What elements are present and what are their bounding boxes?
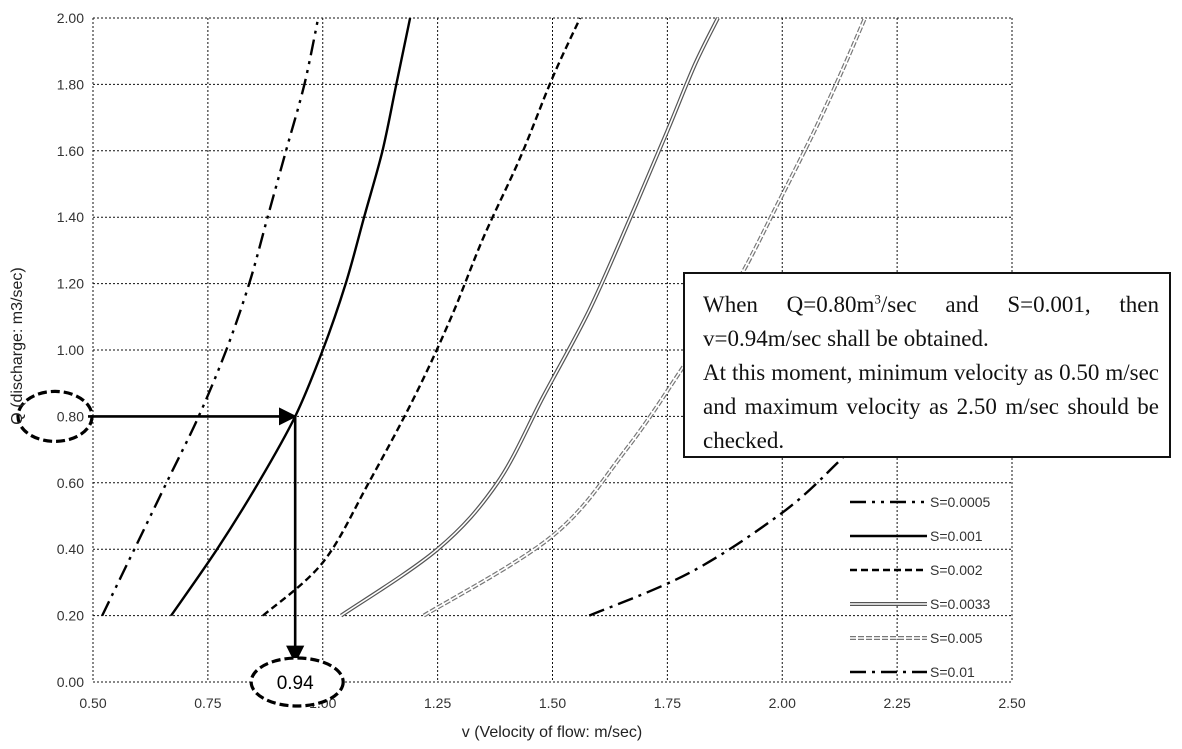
series-line-inner bbox=[341, 18, 718, 616]
x-tick-label: 1.25 bbox=[424, 695, 451, 711]
legend-label: S=0.001 bbox=[930, 528, 983, 544]
y-tick-label: 0.40 bbox=[57, 541, 84, 557]
legend: S=0.0005 S=0.001 S=0.002 S=0.0033 S=0.005 S=0… bbox=[850, 494, 991, 680]
y-tick-label: 0.00 bbox=[57, 674, 84, 690]
y-axis-label: Q (discharge: m3/sec) bbox=[9, 267, 26, 424]
series-S=0.0005 bbox=[102, 18, 318, 616]
x-tick-label: 0.75 bbox=[194, 695, 221, 711]
legend-label: S=0.002 bbox=[930, 562, 983, 578]
note-line-1: When Q=0.80m3/sec and S=0.001, then v=0.… bbox=[703, 288, 1159, 356]
legend-item: S=0.005 bbox=[850, 630, 983, 646]
y-tick-label: 0.80 bbox=[57, 408, 84, 424]
y-tick-label: 1.40 bbox=[57, 209, 84, 225]
velocity-callout-label: 0.94 bbox=[277, 673, 314, 694]
y-tick-label: 0.20 bbox=[57, 608, 84, 624]
x-tick-label: 2.00 bbox=[769, 695, 796, 711]
legend-label: S=0.005 bbox=[930, 630, 983, 646]
y-tick-label: 1.60 bbox=[57, 143, 84, 159]
series-S=0.0033 bbox=[341, 18, 718, 616]
x-axis-label: v (Velocity of flow: m/sec) bbox=[462, 724, 643, 741]
series-line bbox=[263, 18, 580, 616]
x-tick-label: 0.50 bbox=[79, 695, 106, 711]
note-line-1-start: When Q=0.80m bbox=[703, 292, 874, 317]
y-tick-label: 2.00 bbox=[57, 10, 84, 26]
legend-item: S=0.01 bbox=[850, 664, 975, 680]
legend-label: S=0.01 bbox=[930, 664, 975, 680]
y-tick-label: 1.80 bbox=[57, 76, 84, 92]
series-line-outer bbox=[341, 18, 718, 616]
series-line bbox=[102, 18, 318, 616]
legend-label: S=0.0033 bbox=[930, 596, 991, 612]
x-tick-label: 1.75 bbox=[654, 695, 681, 711]
y-tick-label: 1.20 bbox=[57, 276, 84, 292]
legend-label: S=0.0005 bbox=[930, 494, 991, 510]
legend-item: S=0.001 bbox=[850, 528, 983, 544]
series-line bbox=[171, 18, 410, 616]
x-tick-label: 1.50 bbox=[539, 695, 566, 711]
series-S=0.002 bbox=[263, 18, 580, 616]
y-tick-label: 0.60 bbox=[57, 475, 84, 491]
legend-item: S=0.0033 bbox=[850, 596, 991, 612]
x-tick-label: 2.50 bbox=[998, 695, 1025, 711]
y-tick-label: 1.00 bbox=[57, 342, 84, 358]
x-tick-label: 2.25 bbox=[884, 695, 911, 711]
legend-item: S=0.0005 bbox=[850, 494, 991, 510]
note-line-2: At this moment, minimum velocity as 0.50… bbox=[703, 356, 1159, 458]
annotation-note: When Q=0.80m3/sec and S=0.001, then v=0.… bbox=[683, 272, 1171, 458]
series-S=0.001 bbox=[171, 18, 410, 616]
legend-item: S=0.002 bbox=[850, 562, 983, 578]
